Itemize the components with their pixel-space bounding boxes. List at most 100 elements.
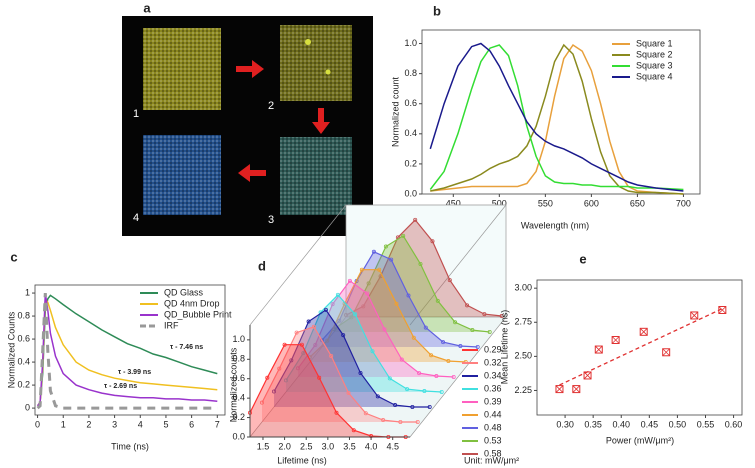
data-point	[294, 330, 299, 335]
y-tick-label: 0.2	[17, 379, 30, 389]
data-point	[381, 418, 386, 423]
data-point	[329, 353, 334, 358]
line-series	[333, 234, 490, 333]
data-point	[349, 315, 354, 320]
data-point	[555, 385, 564, 394]
spot	[305, 39, 311, 45]
y-tick-label: 1.0	[232, 334, 245, 344]
y-tick-label: 0.8	[17, 310, 30, 320]
data-point	[335, 292, 340, 297]
data-point	[337, 318, 342, 323]
legend-label: Square 3	[636, 60, 673, 70]
data-point	[447, 278, 452, 283]
data-point	[465, 303, 470, 308]
plot-frame	[34, 284, 226, 416]
data-point-cross	[639, 328, 648, 336]
x-tick-label: 600	[584, 198, 599, 208]
data-point	[417, 371, 422, 376]
data-point	[301, 351, 306, 356]
texture	[143, 28, 221, 110]
data-point	[410, 404, 415, 409]
y-tick-label: 0.6	[232, 373, 245, 383]
y-tick-label: 3.00	[514, 283, 532, 293]
x-tick-label: 5	[163, 419, 168, 429]
data-point	[470, 328, 475, 333]
legend-label: QD Glass	[164, 287, 204, 297]
x-tick-label: 6	[189, 419, 194, 429]
line-series	[297, 279, 454, 378]
data-point	[572, 385, 581, 394]
data-point	[418, 261, 423, 266]
data-point	[413, 217, 418, 222]
data-point	[499, 314, 504, 319]
y-tick-label: 2.75	[514, 317, 532, 327]
data-point	[346, 390, 351, 395]
panel-label: d	[258, 258, 266, 273]
spot	[325, 69, 331, 75]
x-tick-label: 3	[112, 419, 117, 429]
legend-label: 0.53	[484, 435, 502, 445]
y-tick-label: 0.4	[404, 128, 417, 138]
line-series	[261, 326, 418, 423]
x-tick-label: 450	[446, 198, 461, 208]
x-tick-label: 4	[138, 419, 143, 429]
x-axis-title: Power (mW/μm²)	[606, 435, 674, 445]
legend-label: 0.34	[484, 370, 502, 380]
x-tick-label: 0.60	[725, 419, 743, 429]
annotation: τ - 7.46 ns	[170, 344, 203, 351]
x-tick-label: 650	[630, 198, 645, 208]
square-label: 3	[268, 214, 274, 226]
data-point	[434, 374, 439, 379]
arrow	[236, 60, 264, 78]
x-tick-label: 4.5	[386, 441, 399, 451]
area-series	[274, 309, 430, 407]
data-point	[306, 319, 311, 324]
data-point	[299, 342, 304, 347]
x-tick-label: 1	[61, 419, 66, 429]
data-point	[289, 358, 294, 363]
data-point	[358, 370, 363, 375]
data-point-cross	[583, 371, 592, 380]
line-series	[309, 269, 466, 363]
x-tick-label: 0.30	[556, 419, 574, 429]
data-point	[430, 239, 435, 244]
legend-label: 0.32	[484, 357, 502, 367]
x-tick-label: 0.50	[669, 419, 687, 429]
line-series	[429, 42, 684, 192]
x-tick-label: 2.0	[278, 441, 291, 451]
area-series	[286, 294, 442, 392]
x-tick-label: 0.55	[697, 419, 715, 429]
data-point	[583, 371, 592, 380]
data-point	[387, 376, 392, 381]
x-tick-label: 700	[676, 198, 691, 208]
data-point-cross	[690, 311, 699, 320]
y-tick-label: 1.0	[404, 38, 417, 48]
legend-label: 0.58	[484, 448, 502, 458]
x-tick-label: 0.35	[584, 419, 602, 429]
legend-label: 0.36	[484, 383, 502, 393]
arrow	[312, 108, 330, 134]
legend-label: QD 4nm Drop	[164, 298, 220, 308]
arrow	[238, 164, 266, 182]
data-point	[377, 267, 382, 272]
x-tick-label: 0.45	[641, 419, 659, 429]
data-point	[265, 375, 270, 380]
data-point-cross	[555, 385, 564, 393]
legend-label: 0.39	[484, 396, 502, 406]
data-point	[282, 342, 287, 347]
data-point	[475, 344, 480, 349]
legend-label: 0.48	[484, 422, 502, 432]
data-point	[330, 302, 335, 307]
data-point	[611, 336, 620, 344]
data-point	[313, 342, 318, 347]
area-series	[346, 219, 502, 317]
panel-label: e	[579, 251, 586, 266]
data-point	[594, 345, 603, 354]
data-point	[295, 366, 300, 371]
data-point	[365, 291, 370, 296]
y-tick-label: 0.2	[404, 158, 417, 168]
x-tick-label: 2	[86, 419, 91, 429]
data-point	[375, 394, 380, 399]
y-tick-label: 0.4	[232, 393, 245, 403]
